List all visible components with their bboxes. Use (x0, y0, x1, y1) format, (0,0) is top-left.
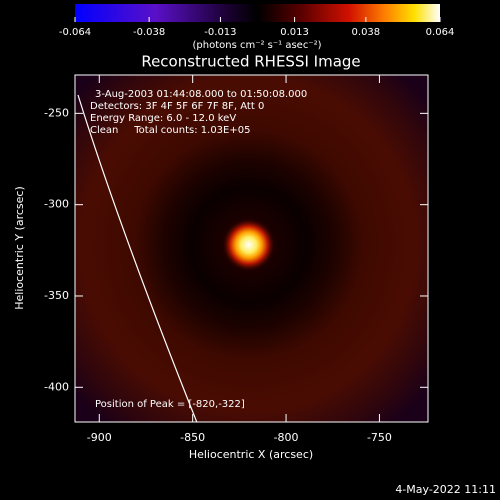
colorbar-tick-label: -0.064 (59, 27, 91, 38)
colorbar-tick-label: 0.038 (352, 27, 381, 38)
annotation: Energy Range: 6.0 - 12.0 keV (90, 113, 236, 124)
peak-source (222, 218, 275, 271)
x-axis-label: Heliocentric X (arcsec) (189, 448, 313, 461)
y-tick-label: -300 (44, 198, 69, 211)
colorbar-label: (photons cm⁻² s⁻¹ asec⁻²) (192, 40, 321, 51)
plot-frame (74, 74, 429, 423)
x-tick-label: -900 (87, 431, 112, 444)
colorbar-tick-label: -0.013 (204, 27, 236, 38)
annotation: Clean Total counts: 1.03E+05 (90, 125, 250, 136)
colorbar (75, 4, 440, 22)
solar-limb (77, 94, 198, 422)
annotation: 3-Aug-2003 01:44:08.000 to 01:50:08.000 (95, 89, 307, 100)
colorbar-tick-label: 0.013 (280, 27, 309, 38)
y-tick-label: -350 (44, 289, 69, 302)
x-tick-label: -800 (274, 431, 299, 444)
colorbar-tick-label: -0.038 (133, 27, 165, 38)
x-tick-label: -750 (367, 431, 392, 444)
annotation: Detectors: 3F 4F 5F 6F 7F 8F, Att 0 (90, 101, 264, 112)
peak-label: Position of Peak = [-820,-322] (95, 399, 245, 410)
y-tick-label: -250 (44, 106, 69, 119)
chart-title: Reconstructed RHESSI Image (141, 53, 360, 71)
y-axis-label: Heliocentric Y (arcsec) (13, 186, 26, 310)
timestamp: 4-May-2022 11:11 (395, 483, 496, 496)
x-tick-label: -850 (180, 431, 205, 444)
y-tick-label: -400 (44, 380, 69, 393)
colorbar-tick-label: 0.064 (426, 27, 455, 38)
